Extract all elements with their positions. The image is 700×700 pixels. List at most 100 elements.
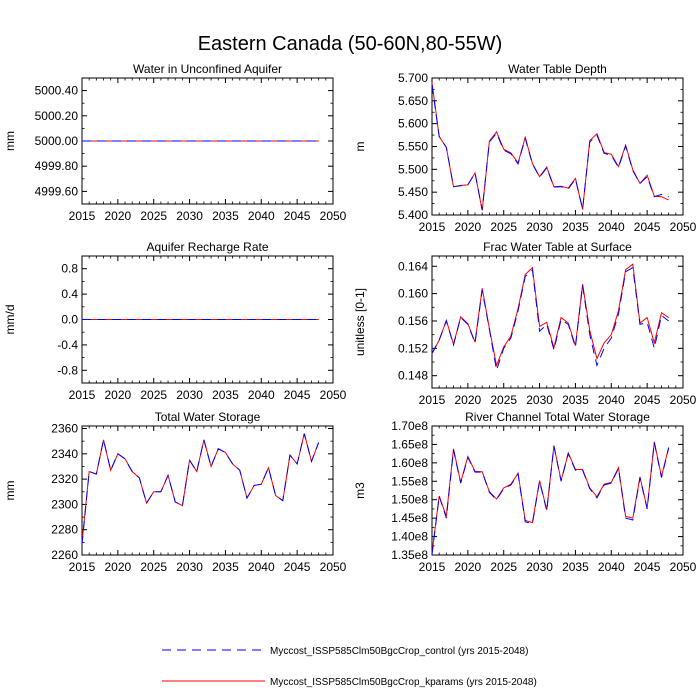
y-tick-label: -0.4 — [57, 338, 78, 352]
series-line-control — [81, 433, 320, 545]
panel-title: Aquifer Recharge Rate — [146, 240, 268, 254]
y-axis-label: m3 — [353, 482, 367, 499]
series-line-control — [431, 442, 670, 556]
x-tick-label: 2050 — [670, 393, 697, 407]
y-tick-label: 2280 — [51, 523, 78, 537]
x-tick-label: 2015 — [419, 560, 446, 574]
plot-frame — [81, 425, 334, 556]
x-tick-label: 2030 — [176, 388, 203, 402]
legend-label-kparams: Myccost_ISSP585Clm50BgcCrop_kparams (yrs… — [270, 677, 537, 688]
x-tick-label: 2020 — [455, 220, 482, 234]
x-tick-label: 2045 — [284, 209, 311, 223]
x-tick-label: 2040 — [248, 560, 275, 574]
legend-label-control: Myccost_ISSP585Clm50BgcCrop_control (yrs… — [270, 646, 528, 657]
y-tick-label: 1.35e8 — [391, 548, 428, 562]
y-tick-label: 1.65e8 — [391, 437, 428, 451]
x-tick-label: 2040 — [598, 393, 625, 407]
panel-title: Total Water Storage — [155, 410, 261, 424]
y-axis-label: mm — [3, 481, 17, 501]
panel-title: Water Table Depth — [508, 62, 607, 76]
panel-title: Water in Unconfined Aquifer — [133, 62, 282, 76]
panel-recharge: Aquifer Recharge Rate mm/d 2015 2020 2025 203… — [3, 240, 347, 402]
x-tick-label: 2020 — [455, 560, 482, 574]
y-tick-label: 5.700 — [398, 71, 428, 85]
y-tick-label: 2320 — [51, 472, 78, 486]
y-tick-label: 2300 — [51, 497, 78, 511]
y-tick-label: 5.450 — [398, 185, 428, 199]
y-axis-label: mm/d — [3, 305, 17, 335]
y-tick-label: 5.600 — [398, 117, 428, 131]
x-tick-label: 2020 — [105, 388, 132, 402]
x-tick-label: 2045 — [284, 560, 311, 574]
y-tick-label: 1.45e8 — [391, 511, 428, 525]
y-axis-label: m — [353, 142, 367, 152]
y-tick-label: 0.8 — [61, 262, 78, 276]
y-tick-label: 1.55e8 — [391, 474, 428, 488]
y-tick-label: -0.8 — [57, 363, 78, 377]
x-tick-label: 2025 — [140, 560, 167, 574]
x-tick-label: 2035 — [212, 209, 239, 223]
series-line-control — [431, 84, 669, 211]
x-tick-label: 2025 — [490, 220, 517, 234]
y-tick-label: 1.40e8 — [391, 530, 428, 544]
y-tick-label: 5.550 — [398, 140, 428, 154]
panel-title: Frac Water Table at Surface — [483, 240, 632, 254]
y-tick-label: 5.500 — [398, 162, 428, 176]
series-line-control — [431, 266, 669, 371]
y-tick-label: 0.4 — [61, 287, 78, 301]
x-tick-label: 2015 — [419, 220, 446, 234]
x-tick-label: 2045 — [634, 560, 661, 574]
legend: Myccost_ISSP585Clm50BgcCrop_control (yrs… — [162, 646, 537, 688]
plot-frame — [431, 425, 684, 556]
x-tick-label: 2020 — [105, 560, 132, 574]
y-tick-label: 5.650 — [398, 94, 428, 108]
x-tick-label: 2050 — [320, 209, 347, 223]
y-tick-label: 5.400 — [398, 208, 428, 222]
x-tick-label: 2030 — [176, 560, 203, 574]
x-tick-label: 2025 — [140, 209, 167, 223]
series-line-kparams — [431, 82, 669, 211]
x-tick-label: 2045 — [284, 388, 311, 402]
series-line-kparams — [431, 263, 669, 368]
x-tick-label: 2015 — [69, 560, 96, 574]
x-tick-label: 2030 — [526, 220, 553, 234]
x-tick-label: 2030 — [176, 209, 203, 223]
x-tick-label: 2025 — [140, 388, 167, 402]
x-tick-label: 2045 — [634, 220, 661, 234]
panel-wtd: Water Table Depth m 2015 2020 2025 2030 2035 20… — [353, 62, 697, 234]
y-tick-label: 0.148 — [398, 369, 428, 383]
y-tick-label: 1.50e8 — [391, 493, 428, 507]
x-tick-label: 2015 — [419, 393, 446, 407]
x-tick-label: 2050 — [320, 388, 347, 402]
y-tick-label: 5000.00 — [35, 134, 79, 148]
y-tick-label: 4999.80 — [35, 159, 79, 173]
y-tick-label: 1.60e8 — [391, 456, 428, 470]
y-tick-label: 0.164 — [398, 259, 428, 273]
y-tick-label: 2260 — [51, 548, 78, 562]
x-tick-label: 2035 — [562, 393, 589, 407]
y-tick-label: 5000.20 — [35, 109, 79, 123]
figure-title: Eastern Canada (50-60N,80-55W) — [198, 33, 503, 55]
x-tick-label: 2030 — [526, 393, 553, 407]
y-tick-label: 2360 — [51, 422, 78, 436]
x-tick-label: 2045 — [634, 393, 661, 407]
x-tick-label: 2015 — [69, 209, 96, 223]
x-tick-label: 2040 — [248, 388, 275, 402]
panel-fwt: Frac Water Table at Surface unitless [0-1… — [353, 240, 697, 407]
x-tick-label: 2035 — [212, 388, 239, 402]
y-axis-label: mm — [3, 131, 17, 151]
plot-frame — [431, 77, 684, 216]
x-tick-label: 2050 — [320, 560, 347, 574]
x-tick-label: 2020 — [455, 393, 482, 407]
y-tick-label: 0.0 — [61, 313, 78, 327]
panel-tws: Total Water Storage mm 2015 2020 2025 2030 203… — [3, 410, 347, 574]
plot-frame — [431, 255, 684, 389]
x-tick-label: 2015 — [69, 388, 96, 402]
x-tick-label: 2025 — [490, 393, 517, 407]
y-tick-label: 4999.60 — [35, 184, 79, 198]
y-tick-label: 0.156 — [398, 314, 428, 328]
y-tick-label: 2340 — [51, 447, 78, 461]
x-tick-label: 2040 — [248, 209, 275, 223]
panel-aquifer: Water in Unconfined Aquifer mm 2015 2020 202… — [3, 62, 347, 223]
y-tick-label: 5000.40 — [35, 84, 79, 98]
